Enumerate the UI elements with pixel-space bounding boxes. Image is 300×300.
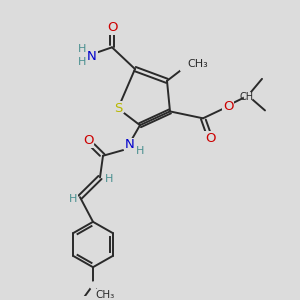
Text: H: H xyxy=(78,44,86,54)
Text: O: O xyxy=(223,100,233,113)
Text: N: N xyxy=(125,138,135,152)
Text: H: H xyxy=(105,174,113,184)
Text: N: N xyxy=(87,50,97,63)
Text: H: H xyxy=(136,146,144,156)
Text: O: O xyxy=(83,134,93,148)
Text: O: O xyxy=(107,21,117,34)
Text: O: O xyxy=(205,131,215,145)
Text: CH₃: CH₃ xyxy=(95,290,114,300)
Text: CH: CH xyxy=(240,92,254,102)
Text: H: H xyxy=(78,57,86,67)
Text: CH₃: CH₃ xyxy=(187,59,208,69)
Text: S: S xyxy=(114,102,122,115)
Text: H: H xyxy=(69,194,77,204)
